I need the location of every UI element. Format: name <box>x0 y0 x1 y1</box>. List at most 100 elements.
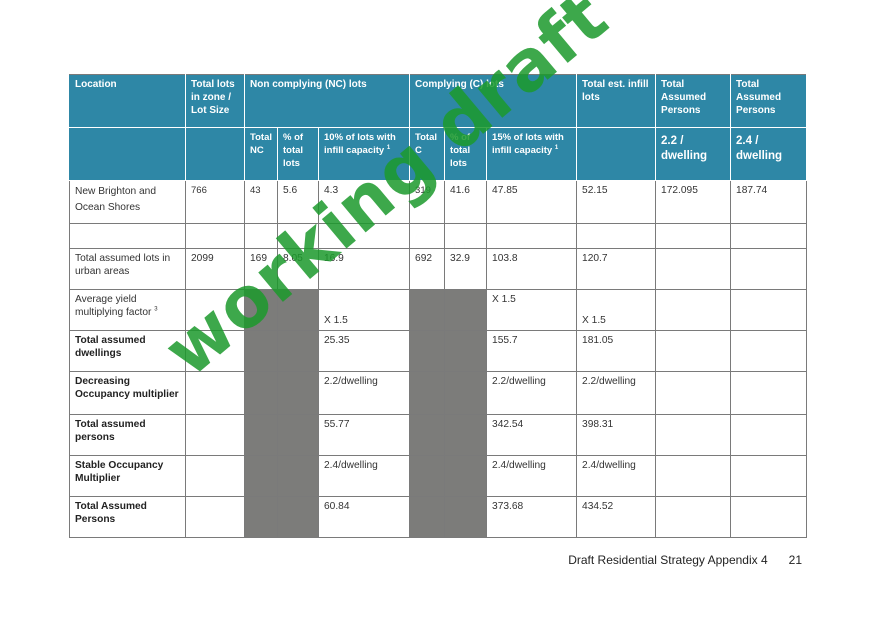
header-location: Location <box>69 74 186 128</box>
cell-infill-value: 181.05 <box>576 330 657 372</box>
grey-cell <box>409 455 446 497</box>
grey-cell <box>444 371 488 415</box>
header-22-dwelling: 2.2 / dwelling <box>655 127 732 181</box>
header-fifteen-pct: 15% of lots with infill capacity 1 <box>486 127 578 181</box>
table-row: Average yield multiplying factor 3 X 1.5… <box>69 289 808 331</box>
cell-infill-value: X 1.5 <box>576 289 657 331</box>
table-row-empty <box>69 223 808 249</box>
cell-c-value: 373.68 <box>486 496 578 538</box>
cell-c-pct: 32.9 <box>444 248 488 290</box>
cell-infill-value: 398.31 <box>576 414 657 456</box>
cell-infill-value: 2.2/dwelling <box>576 371 657 415</box>
cell-total: 2099 <box>185 248 245 290</box>
cell-c-15: 47.85 <box>486 180 578 224</box>
header-ten-pct-text: 10% of lots with infill capacity <box>324 132 396 156</box>
header-blank-2 <box>185 127 245 181</box>
cell-nc-10: 16.9 <box>317 248 411 290</box>
grey-cell <box>277 455 319 497</box>
header-fifteen-pct-text: 15% of lots with infill capacity <box>492 132 564 156</box>
table-row: Total assumed dwellings 25.35 155.7 181.… <box>69 330 808 372</box>
grey-cell <box>444 330 488 372</box>
cell-label: Decreasing Occupancy multiplier <box>69 371 186 415</box>
cell-nc-value: 2.4/dwelling <box>317 455 411 497</box>
cell-p24: 187.74 <box>730 180 808 224</box>
grey-cell <box>244 496 278 538</box>
cell-c-value: 342.54 <box>486 414 578 456</box>
footnote-marker: 1 <box>386 144 391 151</box>
cell-nc-value: X 1.5 <box>317 289 411 331</box>
cell-location: Total assumed lots in urban areas <box>69 248 186 290</box>
header-total-lots: Total lots in zone / Lot Size <box>185 74 245 128</box>
grey-cell <box>409 330 446 372</box>
header-total-infill: Total est. infill lots <box>576 74 657 128</box>
grey-cell <box>277 371 319 415</box>
cell-nc-value: 2.2/dwelling <box>317 371 411 415</box>
grey-cell <box>244 455 278 497</box>
grey-cell <box>244 371 278 415</box>
table-row: New Brighton and Ocean Shores 766 43 5.6… <box>69 180 808 224</box>
table-row: Decreasing Occupancy multiplier 2.2/dwel… <box>69 371 808 415</box>
grey-cell <box>409 414 446 456</box>
cell-label: Total Assumed Persons <box>69 496 186 538</box>
cell-nc-pct: 8.05 <box>277 248 319 290</box>
cell-label: Average yield multiplying factor 3 <box>69 289 186 331</box>
infill-table: Location Total lots in zone / Lot Size N… <box>69 74 808 538</box>
cell-c-15: 103.8 <box>486 248 578 290</box>
page-number: 21 <box>788 553 802 567</box>
cell-nc-value: 60.84 <box>317 496 411 538</box>
cell-label-text: Average yield multiplying factor <box>75 294 152 318</box>
cell-c-value: 2.2/dwelling <box>486 371 578 415</box>
grey-cell <box>444 455 488 497</box>
cell-infill-value: 434.52 <box>576 496 657 538</box>
grey-cell <box>277 289 319 331</box>
header-blank-3 <box>576 127 657 181</box>
cell-total: 766 <box>185 180 245 224</box>
footnote-marker: 3 <box>154 306 158 313</box>
cell-label: Total assumed dwellings <box>69 330 186 372</box>
cell-c-pct: 41.6 <box>444 180 488 224</box>
footnote-marker: 1 <box>554 144 559 151</box>
header-total-c: Total C <box>409 127 446 181</box>
header-row-1: Location Total lots in zone / Lot Size N… <box>69 74 808 128</box>
cell-location: New Brighton and Ocean Shores <box>69 180 186 224</box>
header-total-nc: Total NC <box>244 127 278 181</box>
grey-cell <box>444 414 488 456</box>
grey-cell <box>244 330 278 372</box>
header-24-dwelling: 2.4 / dwelling <box>730 127 808 181</box>
cell-p22: 172.095 <box>655 180 732 224</box>
grey-cell <box>277 414 319 456</box>
cell-nc: 169 <box>244 248 278 290</box>
cell-c: 692 <box>409 248 446 290</box>
grey-cell <box>409 371 446 415</box>
cell-infill: 52.15 <box>576 180 657 224</box>
header-pct-c: % of total lots <box>444 127 488 181</box>
header-row-2: Total NC % of total lots 10% of lots wit… <box>69 127 808 181</box>
cell-c: 319 <box>409 180 446 224</box>
grey-cell <box>277 330 319 372</box>
header-persons-22: Total Assumed Persons <box>655 74 732 128</box>
table-row: Total Assumed Persons 60.84 373.68 434.5… <box>69 496 808 538</box>
cell-c-value: 155.7 <box>486 330 578 372</box>
header-ten-pct: 10% of lots with infill capacity 1 <box>317 127 411 181</box>
table-row: Total assumed lots in urban areas 2099 1… <box>69 248 808 290</box>
cell-nc-value: 25.35 <box>317 330 411 372</box>
header-nc-group: Non complying (NC) lots <box>243 74 411 128</box>
cell-infill-value: 2.4/dwelling <box>576 455 657 497</box>
table-row: Stable Occupancy Multiplier 2.4/dwelling… <box>69 455 808 497</box>
cell-c-value: X 1.5 <box>486 289 578 331</box>
cell-nc-10: 4.3 <box>317 180 411 224</box>
grey-cell <box>277 496 319 538</box>
cell-nc-pct: 5.6 <box>277 180 319 224</box>
cell-nc-value: 55.77 <box>317 414 411 456</box>
grey-cell <box>409 289 446 331</box>
cell-nc: 43 <box>244 180 278 224</box>
header-blank-1 <box>69 127 186 181</box>
header-c-group: Complying (C) lots <box>409 74 578 128</box>
grey-cell <box>444 496 488 538</box>
grey-cell <box>244 414 278 456</box>
cell-infill: 120.7 <box>576 248 657 290</box>
grey-cell <box>409 496 446 538</box>
header-persons-24: Total Assumed Persons <box>730 74 808 128</box>
page-footer: Draft Residential Strategy Appendix 4 21 <box>568 553 802 567</box>
table-row: Total assumed persons 55.77 342.54 398.3… <box>69 414 808 456</box>
